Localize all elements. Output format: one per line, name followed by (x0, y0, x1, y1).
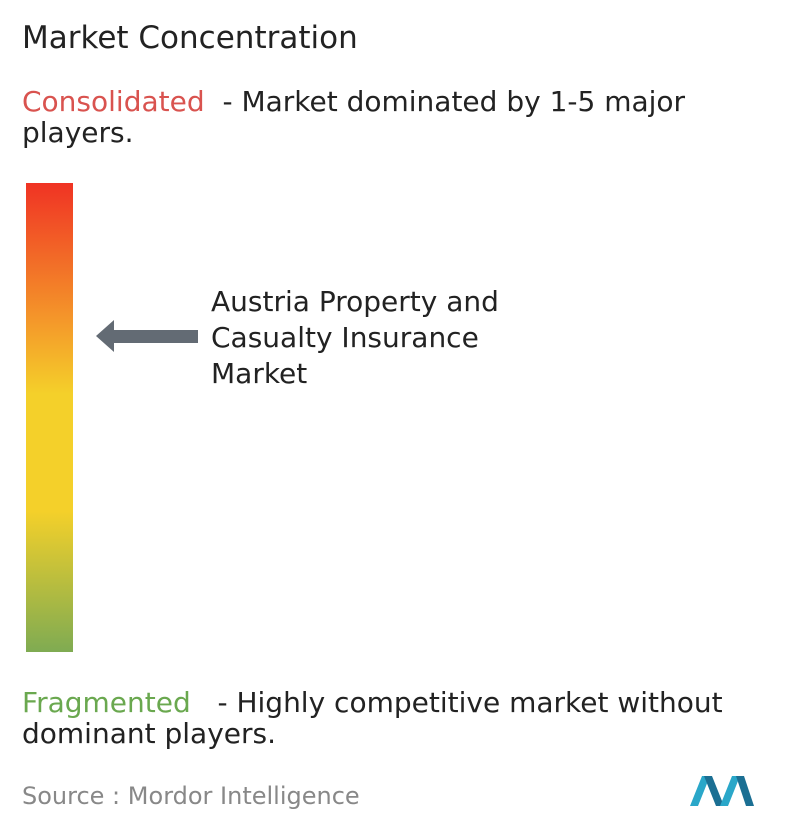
source: Source : Mordor Intelligence (22, 782, 360, 810)
consolidated-description: - Market dominated by 1-5 major players. (22, 85, 686, 149)
fragmented-description: - Highly competitive market without domi… (22, 686, 723, 750)
fragmented-label: Fragmented (22, 686, 191, 719)
concentration-bar (26, 183, 73, 652)
consolidated-text: Consolidated - Market dominated by 1-5 m… (22, 86, 782, 148)
source-name: Mordor Intelligence (127, 782, 360, 810)
marker-label: Austria Property and Casualty Insurance … (211, 285, 499, 390)
fragmented-text: Fragmented - Highly competitive market w… (22, 687, 792, 749)
consolidated-label: Consolidated (22, 85, 205, 118)
title: Market Concentration (22, 20, 358, 56)
logo (690, 776, 754, 806)
source-label: Source : (22, 782, 121, 810)
marker-arrow (96, 320, 198, 352)
